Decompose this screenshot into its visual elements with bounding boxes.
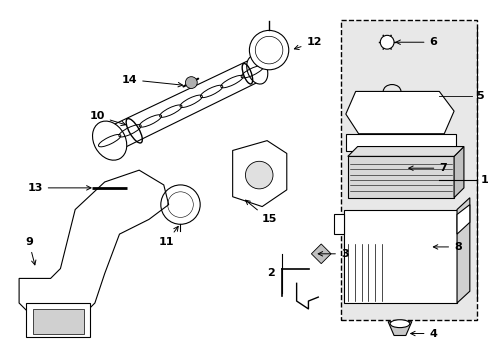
Ellipse shape bbox=[92, 121, 126, 160]
Bar bbox=[26, 303, 90, 337]
Text: 9: 9 bbox=[25, 237, 36, 265]
Text: 6: 6 bbox=[395, 37, 436, 47]
Polygon shape bbox=[456, 198, 469, 303]
Text: 2: 2 bbox=[266, 269, 274, 279]
Text: 13: 13 bbox=[27, 183, 91, 193]
Text: 8: 8 bbox=[432, 242, 461, 252]
Polygon shape bbox=[387, 322, 411, 336]
FancyBboxPatch shape bbox=[340, 19, 476, 320]
Polygon shape bbox=[345, 91, 453, 134]
Bar bbox=[33, 309, 84, 333]
Bar bbox=[343, 210, 456, 303]
Polygon shape bbox=[19, 170, 168, 323]
Text: 7: 7 bbox=[408, 163, 446, 173]
Circle shape bbox=[380, 35, 393, 49]
Circle shape bbox=[245, 161, 272, 189]
Polygon shape bbox=[347, 147, 463, 156]
Text: 1: 1 bbox=[480, 175, 488, 185]
Circle shape bbox=[185, 77, 197, 89]
Text: 5: 5 bbox=[475, 91, 482, 102]
Circle shape bbox=[249, 30, 288, 70]
Bar bbox=[347, 156, 453, 198]
Ellipse shape bbox=[246, 55, 267, 84]
Text: 12: 12 bbox=[294, 37, 321, 50]
Ellipse shape bbox=[389, 320, 409, 328]
Polygon shape bbox=[453, 147, 463, 198]
Bar bbox=[345, 134, 455, 152]
Polygon shape bbox=[333, 215, 343, 234]
Text: 4: 4 bbox=[410, 329, 436, 338]
Text: 15: 15 bbox=[245, 200, 276, 224]
Text: 14: 14 bbox=[122, 75, 182, 87]
Polygon shape bbox=[232, 141, 286, 207]
Polygon shape bbox=[456, 204, 469, 234]
Polygon shape bbox=[311, 244, 330, 264]
Text: 10: 10 bbox=[89, 111, 125, 126]
Text: 11: 11 bbox=[159, 226, 178, 247]
Text: 3: 3 bbox=[318, 249, 348, 259]
